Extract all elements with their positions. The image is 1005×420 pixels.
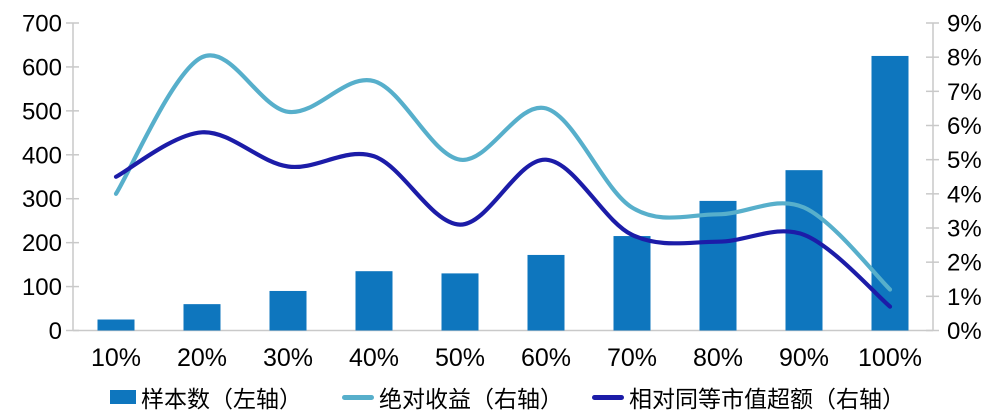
sample-count-bars: [613, 236, 651, 331]
x-axis-label: 40%: [349, 344, 399, 372]
left-axis-tick-label: 300: [22, 186, 62, 213]
left-axis-tick-label: 100: [22, 274, 62, 301]
right-axis-tick-label: 5%: [947, 147, 982, 174]
line-swatch-icon: [342, 394, 374, 400]
sample-count-bars: [699, 200, 737, 331]
relative-market-cap-excess-line: [113, 130, 893, 309]
line-swatch-icon: [592, 394, 624, 400]
legend-item-absolute-return: 绝对收益（右轴）: [342, 383, 563, 412]
sample-count-bars: [441, 273, 479, 331]
sample-count-bars: [527, 254, 565, 331]
left-axis-tick-label: 400: [22, 142, 62, 169]
right-axis-tick-label: 4%: [947, 181, 982, 208]
combo-chart-plot: 0 100 200 300 400 500 600 700 0% 1% 2% 3% 4% 5% 6% 7% 8%…: [22, 11, 982, 373]
x-axis-label: 30%: [263, 344, 313, 372]
right-axis-tick-label: 1%: [947, 284, 982, 311]
left-axis-tick-label: 500: [22, 98, 62, 125]
left-axis-tick-label: 700: [22, 11, 62, 38]
x-axis-label: 90%: [779, 344, 829, 372]
x-axis-label: 60%: [521, 344, 571, 372]
right-axis-tick-label: 2%: [947, 250, 982, 277]
bar-swatch-icon: [110, 390, 136, 404]
sample-count-bars: [785, 170, 823, 331]
right-axis-tick-label: 0%: [947, 318, 982, 345]
absolute-return-line: [113, 53, 893, 292]
x-axis-label: 80%: [693, 344, 743, 372]
legend-label-absolute-return: 绝对收益（右轴）: [379, 387, 563, 412]
legend-label-relative-excess: 相对同等市值超额（右轴）: [629, 387, 905, 412]
sample-count-bars: [183, 304, 221, 331]
legend-label-sample-count: 样本数（左轴）: [141, 387, 302, 412]
right-axis-tick-label: 9%: [947, 11, 982, 38]
x-axis-label: 50%: [435, 344, 485, 372]
sample-count-bars: [97, 319, 135, 331]
legend-item-sample-count: 样本数（左轴）: [110, 383, 302, 412]
right-axis-tick-label: 3%: [947, 216, 982, 243]
left-axis-tick-label: 0: [49, 318, 62, 345]
sample-count-bars: [871, 55, 909, 331]
left-axis-tick-label: 200: [22, 230, 62, 257]
sample-count-bars: [355, 271, 393, 331]
legend-item-relative-excess: 相对同等市值超额（右轴）: [592, 383, 905, 412]
left-axis-tick-label: 600: [22, 54, 62, 81]
right-axis-tick-label: 7%: [947, 79, 982, 106]
right-axis-tick-label: 8%: [947, 45, 982, 72]
x-axis-label: 10%: [91, 344, 141, 372]
x-axis-label: 70%: [607, 344, 657, 372]
right-axis-tick-label: 6%: [947, 113, 982, 140]
x-axis-label: 100%: [858, 344, 922, 372]
x-axis-label: 20%: [177, 344, 227, 372]
sample-count-bars: [269, 290, 307, 331]
